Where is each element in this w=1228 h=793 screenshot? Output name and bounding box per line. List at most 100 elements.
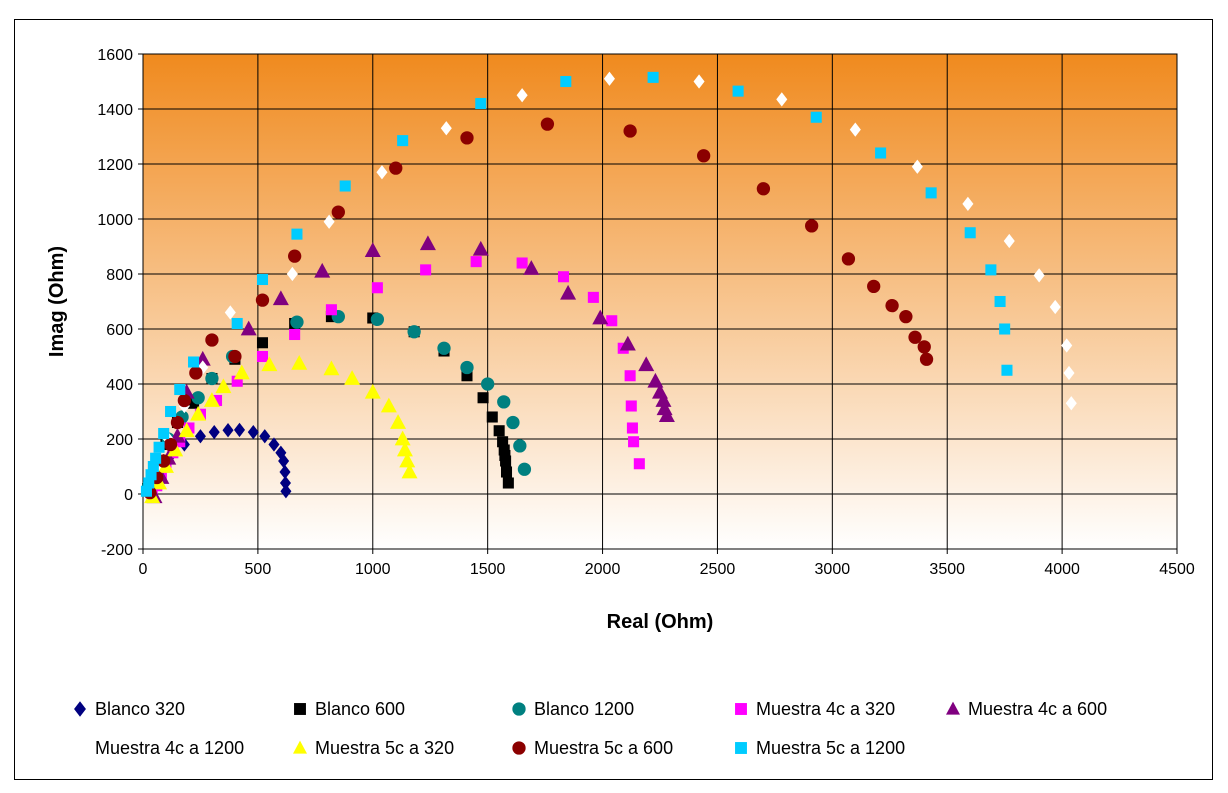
data-point	[247, 424, 259, 440]
legend-item: Muestra 5c a 1200	[735, 738, 905, 758]
data-point	[592, 309, 609, 325]
data-point	[323, 214, 335, 229]
data-point	[1003, 233, 1015, 249]
data-point	[557, 271, 570, 283]
data-point	[205, 333, 219, 347]
data-point	[323, 360, 340, 376]
data-point	[140, 485, 152, 497]
legend-marker	[512, 702, 526, 716]
legend-item: Muestra 5c a 320	[293, 738, 454, 758]
data-point	[190, 405, 207, 421]
axes: 0 500 1000 1500 2000 2500 3000 3500 4000 4500-200…	[97, 47, 1194, 578]
data-point	[376, 165, 388, 180]
data-point	[999, 323, 1011, 335]
legend-marker	[946, 701, 960, 715]
data-points	[140, 71, 1077, 504]
data-point	[633, 458, 645, 470]
data-point	[623, 124, 637, 138]
x-tick-label: 2500	[700, 561, 736, 578]
data-point	[506, 415, 520, 430]
x-tick-label: 2000	[585, 561, 621, 578]
data-point	[606, 315, 618, 327]
data-point	[516, 88, 528, 103]
data-point	[407, 325, 421, 339]
data-point	[658, 407, 675, 423]
data-point	[497, 395, 511, 409]
legend-marker	[735, 703, 747, 715]
y-tick-label: 1600	[97, 47, 133, 64]
legend-item: Blanco 600	[294, 699, 405, 719]
plot-border	[142, 53, 1178, 550]
x-axis-title: Real (Ohm)	[607, 611, 714, 633]
data-point	[647, 71, 659, 83]
data-point	[911, 159, 923, 174]
data-point	[624, 370, 636, 382]
legend-label: Muestra 4c a 320	[756, 699, 895, 719]
data-point	[194, 429, 206, 444]
data-point	[344, 370, 361, 385]
data-point	[240, 320, 257, 336]
data-point	[841, 252, 856, 266]
data-point	[470, 256, 482, 268]
data-point	[619, 335, 636, 351]
data-point	[158, 427, 170, 440]
data-point	[191, 391, 205, 405]
data-point	[399, 452, 416, 468]
legend-label: Muestra 5c a 600	[534, 738, 673, 758]
y-tick-label: 1400	[97, 102, 133, 119]
data-point	[394, 430, 411, 446]
data-point	[370, 312, 385, 327]
data-point	[908, 330, 922, 344]
data-point	[867, 279, 881, 294]
data-point	[280, 484, 292, 499]
legend-item: Blanco 320	[74, 699, 185, 719]
data-point	[177, 393, 192, 408]
data-point	[461, 370, 473, 382]
data-point	[693, 74, 705, 89]
data-point	[256, 350, 269, 363]
data-point	[314, 262, 331, 278]
data-point	[288, 249, 302, 263]
data-point	[325, 311, 337, 323]
data-point	[732, 85, 744, 97]
data-point	[224, 305, 236, 320]
data-point	[150, 452, 162, 464]
legend-marker	[735, 742, 747, 754]
data-point	[497, 436, 509, 448]
x-tick-label: 3000	[815, 561, 851, 578]
data-point	[380, 397, 397, 413]
legend-item: Muestra 4c a 600	[946, 699, 1107, 719]
data-point	[286, 266, 298, 282]
data-point	[165, 405, 177, 418]
data-point	[638, 356, 655, 372]
legend-marker	[74, 701, 86, 717]
data-point	[1063, 365, 1075, 381]
data-point	[1065, 396, 1077, 411]
data-point	[849, 122, 861, 137]
data-point	[985, 264, 997, 276]
y-tick-label: 0	[124, 487, 133, 504]
data-point	[259, 429, 271, 444]
data-point	[603, 71, 615, 86]
data-point	[178, 422, 195, 438]
data-point	[211, 394, 223, 407]
data-point	[364, 383, 381, 399]
data-point	[222, 423, 234, 438]
data-point	[279, 475, 291, 491]
data-point	[756, 182, 771, 196]
data-point	[189, 366, 203, 380]
data-point	[516, 257, 528, 269]
data-point	[325, 304, 337, 316]
data-point	[228, 349, 242, 364]
data-point	[279, 464, 291, 480]
y-tick-label: 800	[106, 267, 133, 284]
data-point	[460, 131, 474, 145]
data-point	[188, 356, 200, 368]
x-tick-label: 1000	[355, 561, 391, 578]
data-point	[875, 147, 887, 159]
data-point	[523, 260, 540, 275]
data-point	[587, 291, 599, 303]
y-axis-title: Imag (Ohm)	[46, 246, 68, 357]
y-tick-label: 200	[106, 432, 133, 449]
data-point	[396, 441, 413, 457]
